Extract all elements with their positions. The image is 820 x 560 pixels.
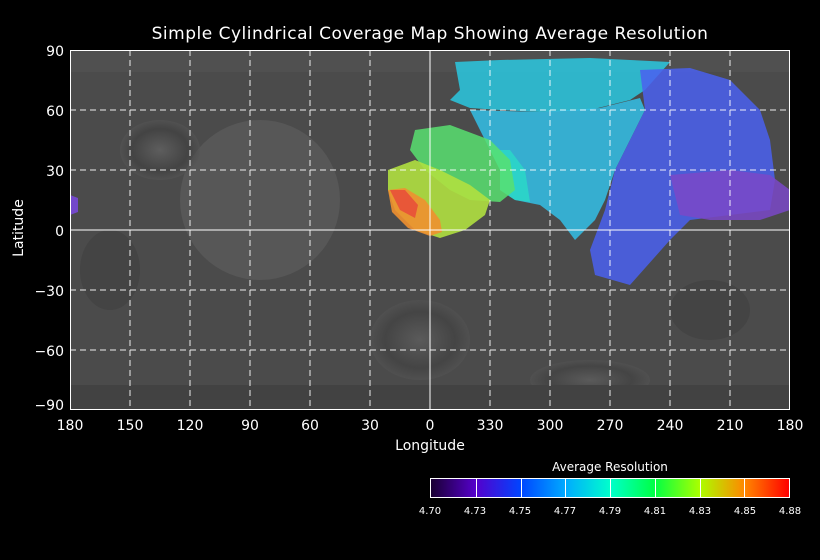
colorbar-tick — [565, 479, 567, 497]
y-axis-title: Latitude — [11, 199, 27, 257]
coverage-purple-west-edge — [70, 195, 78, 215]
coverage-cyan-north — [450, 58, 670, 112]
crater — [80, 230, 140, 310]
x-tick-label: 300 — [536, 418, 564, 434]
prime-axes — [70, 50, 790, 410]
colorbar-title: Average Resolution — [552, 460, 668, 474]
bright-region — [180, 120, 340, 280]
colorbar-tick — [610, 479, 611, 497]
y-tick-label: 90 — [46, 44, 64, 60]
colorbar-label: 4.85 — [733, 506, 757, 517]
x-tick-label: 150 — [116, 418, 144, 434]
x-axis-title: Longitude — [395, 438, 465, 454]
crater — [120, 120, 200, 180]
x-tick-label: 330 — [476, 418, 504, 434]
x-tick-label: 180 — [56, 418, 84, 434]
y-tick-label: 60 — [46, 104, 64, 120]
colorbar-tick — [654, 479, 656, 497]
crater — [370, 300, 470, 380]
x-tick-label: 270 — [596, 418, 624, 434]
y-tick-label: −90 — [34, 398, 64, 414]
y-tick-label: 0 — [55, 224, 64, 240]
x-tick-label: 90 — [241, 418, 259, 434]
y-tick-label: −30 — [34, 284, 64, 300]
colorbar-label: 4.77 — [553, 506, 577, 517]
coverage-map — [70, 50, 790, 410]
colorbar-label: 4.75 — [508, 506, 532, 517]
x-tick-label: 180 — [776, 418, 804, 434]
map-canvas — [70, 50, 790, 410]
coverage-green — [410, 125, 515, 202]
coverage-cyan-main — [470, 98, 645, 240]
colorbar-tick — [699, 479, 701, 497]
x-tick-label: 30 — [361, 418, 379, 434]
colorbar — [430, 478, 790, 498]
colorbar-label: 4.70 — [418, 506, 442, 517]
x-tick-label: 240 — [656, 418, 684, 434]
colorbar-tick — [744, 479, 746, 497]
x-tick-label: 0 — [425, 418, 435, 434]
crater — [670, 280, 750, 340]
colorbar-tick — [475, 479, 477, 497]
colorbar-label: 4.88 — [778, 506, 802, 517]
coverage-red — [390, 190, 418, 218]
x-tick-label: 210 — [716, 418, 744, 434]
colorbar-label: 4.83 — [688, 506, 712, 517]
map-border — [70, 50, 790, 410]
x-tick-label: 120 — [176, 418, 204, 434]
map-title: Simple Cylindrical Coverage Map Showing … — [151, 24, 709, 44]
y-tick-label: −60 — [34, 344, 64, 360]
y-tick-label: 30 — [46, 164, 64, 180]
x-tick-label: 60 — [301, 418, 319, 434]
colorbar-label: 4.73 — [463, 506, 487, 517]
colorbar-label: 4.79 — [598, 506, 622, 517]
colorbar-label: 4.81 — [643, 506, 667, 517]
colorbar-tick — [520, 479, 522, 497]
